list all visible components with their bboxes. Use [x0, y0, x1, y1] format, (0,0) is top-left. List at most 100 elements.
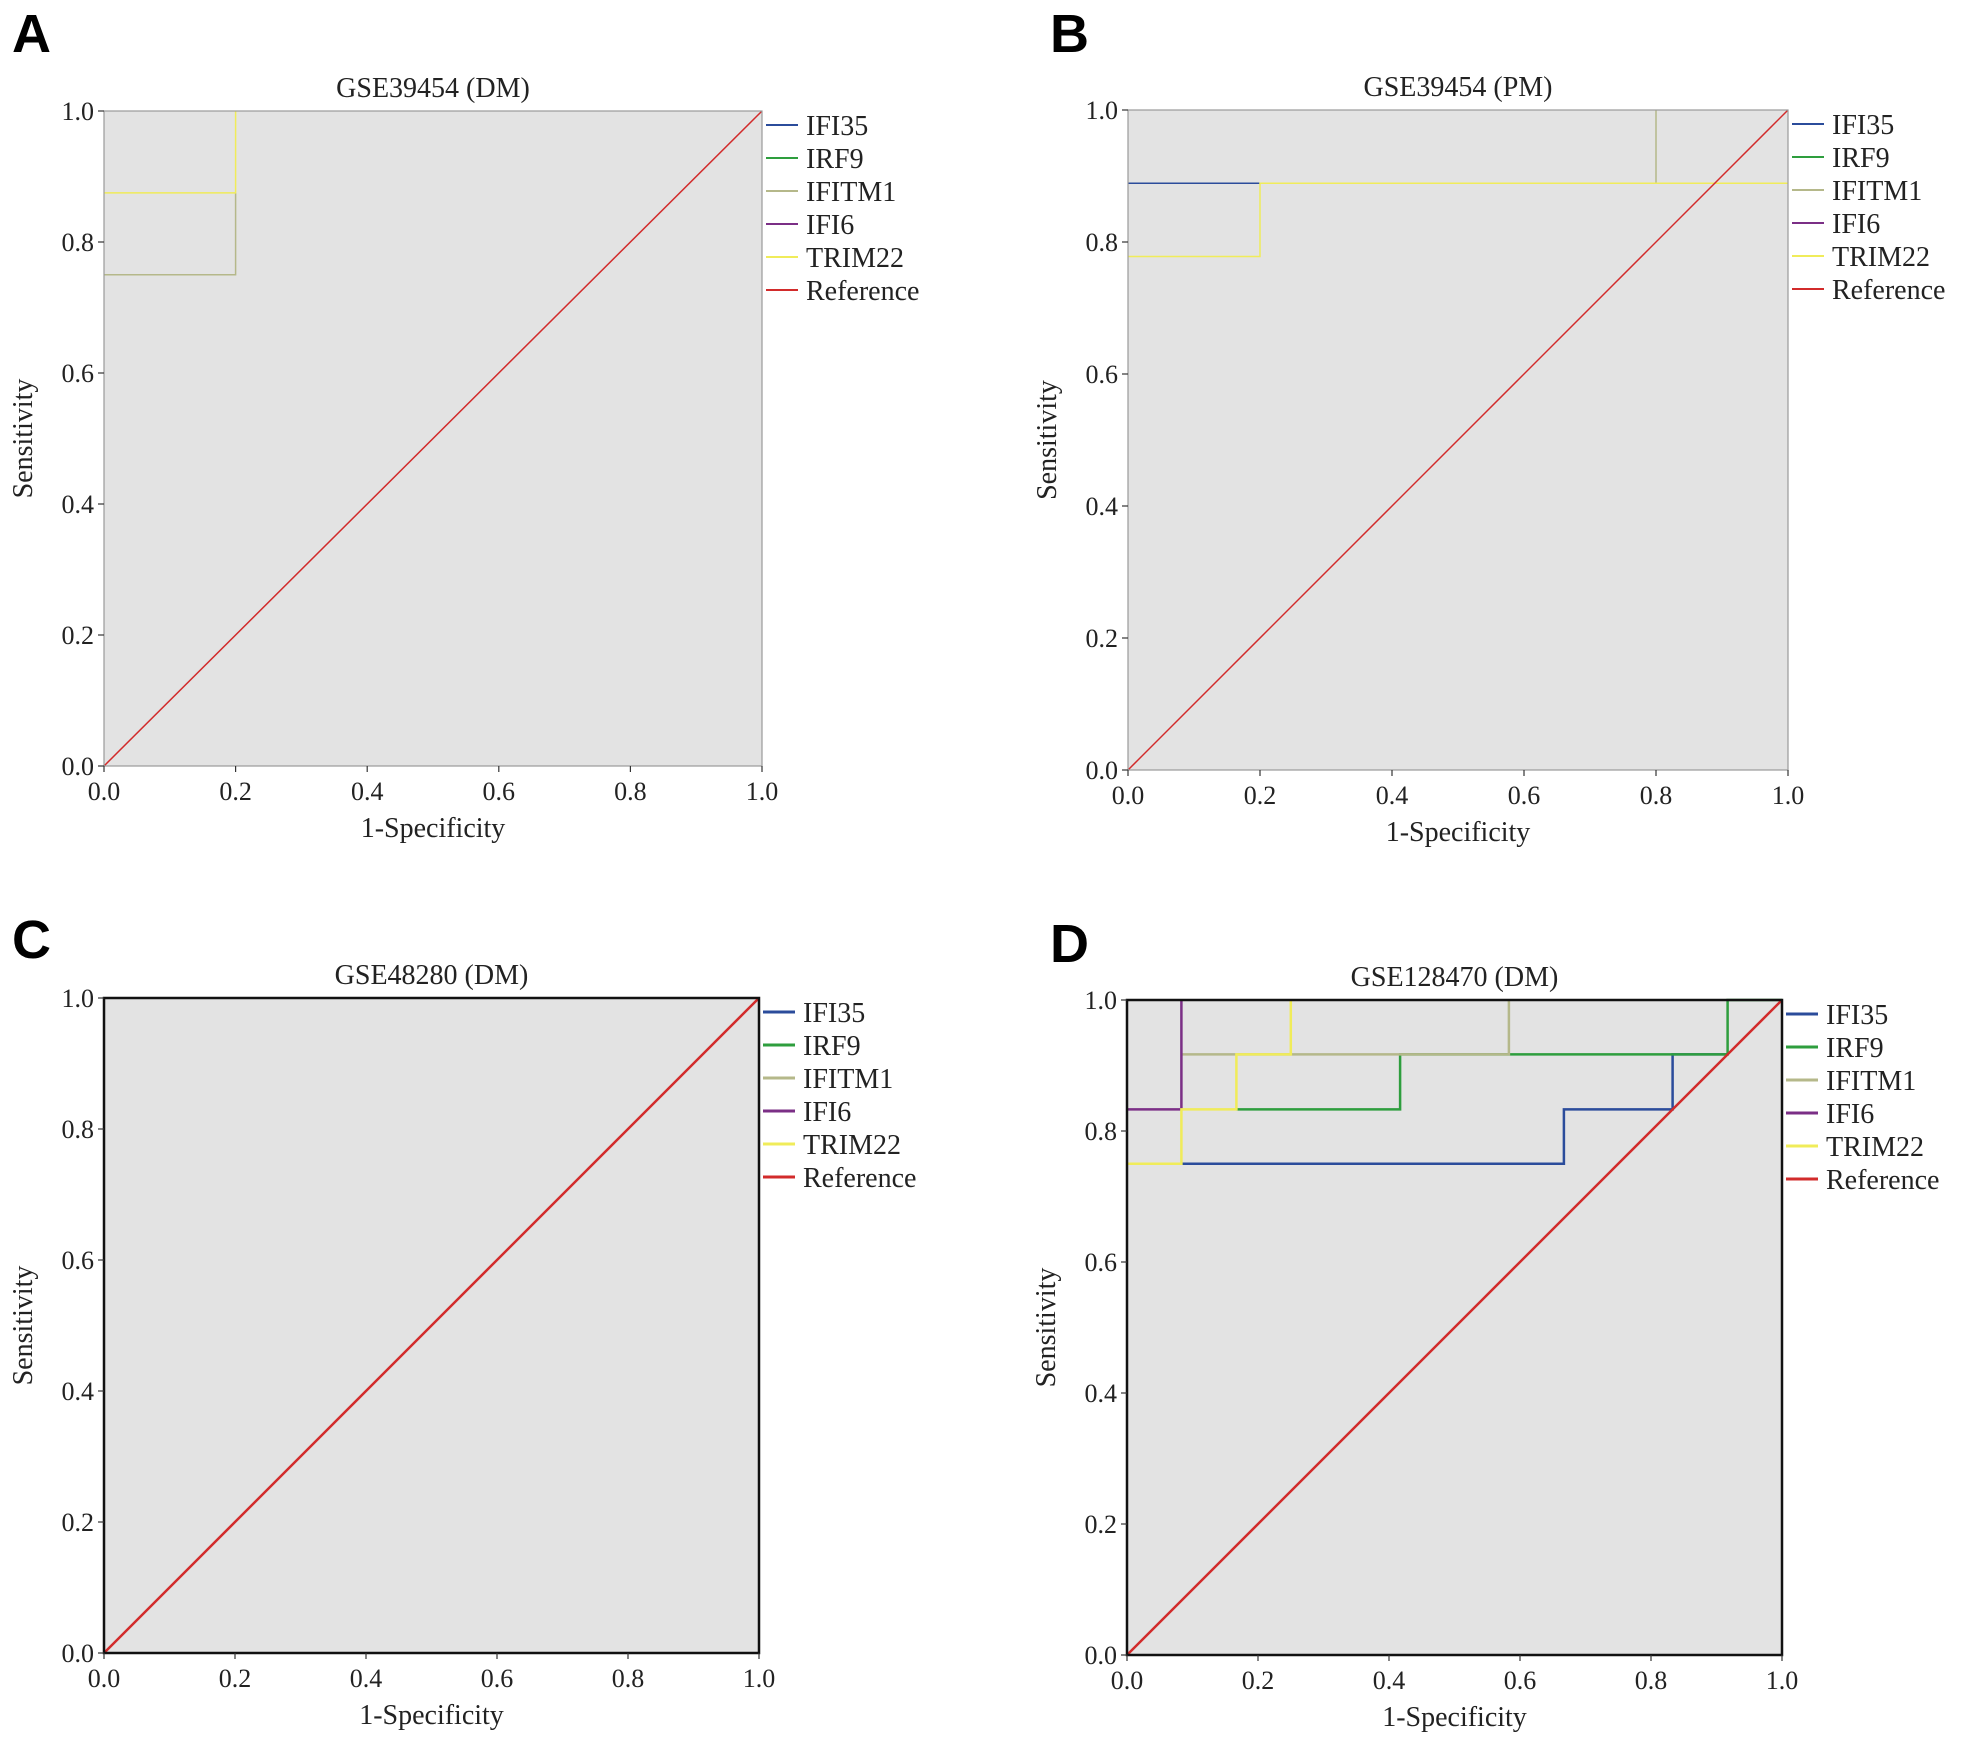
x-tick-label: 0.0 — [88, 777, 121, 806]
legend-entry: IFI35 — [1832, 110, 1894, 141]
chart-title: GSE48280 (DM) — [335, 960, 529, 991]
legend-entry: IFI35 — [1826, 1000, 1888, 1031]
y-tick-label: 0.0 — [1085, 1641, 1118, 1670]
x-tick-label: 0.4 — [1376, 781, 1409, 810]
x-tick-label: 0.2 — [219, 1664, 252, 1693]
legend-entry: IFI35 — [806, 111, 868, 142]
x-tick-label: 0.8 — [1635, 1666, 1668, 1695]
x-axis-label: 1-Specificity — [361, 813, 506, 844]
chart-title: GSE39454 (PM) — [1363, 72, 1552, 103]
series-line-trim22 — [1128, 182, 1788, 258]
plot-frame — [102, 996, 761, 1655]
y-tick-label: 0.6 — [1085, 1248, 1118, 1277]
panel-letter: A — [12, 4, 51, 64]
x-axis-label: 1-Specificity — [1382, 1702, 1527, 1733]
legend-entry: TRIM22 — [803, 1130, 901, 1161]
plot-frame — [103, 110, 763, 767]
x-axis-label: 1-Specificity — [1386, 817, 1531, 848]
x-tick-label: 0.2 — [1242, 1666, 1275, 1695]
x-tick-label: 0.6 — [481, 1664, 514, 1693]
chart-title: GSE128470 (DM) — [1351, 962, 1559, 993]
y-tick-label: 0.0 — [62, 1639, 95, 1668]
series-line-reference — [1126, 999, 1783, 1656]
x-tick-label: 0.6 — [1504, 1666, 1537, 1695]
series-line-reference — [103, 110, 763, 767]
legend-entry: TRIM22 — [1832, 242, 1930, 273]
panel-letter: D — [1050, 914, 1089, 974]
series-line-trim22 — [104, 111, 237, 194]
legend-entry: IFITM1 — [1832, 176, 1922, 207]
y-tick-label: 0.2 — [1086, 624, 1119, 653]
panel-letter: C — [12, 910, 51, 970]
y-tick-label: 0.2 — [62, 1508, 95, 1537]
y-axis-label: Sensitivity — [8, 379, 39, 499]
y-tick-label: 0.8 — [62, 228, 95, 257]
y-tick-label: 0.2 — [1085, 1510, 1118, 1539]
x-tick-label: 0.8 — [1640, 781, 1673, 810]
series-line-ifitm1 — [104, 192, 237, 276]
legend-entry: IFI35 — [803, 998, 865, 1029]
legend-entry: IFITM1 — [1826, 1066, 1916, 1097]
series-line-reference — [1127, 109, 1789, 771]
panel-b: B GSE39454 (PM) 0.0 0.2 0.4 0.6 0.8 1.0 0.0 0.2 0.… — [1032, 4, 1945, 848]
panel-d: D GSE128470 (DM) 0.0 0.2 0.4 0.6 0.8 1.0 0.0 0.2 0… — [1031, 914, 1939, 1733]
x-tick-label: 0.8 — [612, 1664, 645, 1693]
y-tick-label: 0.6 — [1086, 360, 1119, 389]
y-tick-label: 0.6 — [62, 1246, 95, 1275]
legend-entry: TRIM22 — [806, 243, 904, 274]
x-tick-label: 0.0 — [1112, 781, 1145, 810]
y-tick-label: 0.8 — [62, 1115, 95, 1144]
y-tick-label: 0.6 — [62, 359, 95, 388]
plot-frame — [1127, 109, 1789, 771]
y-tick-label: 0.8 — [1086, 228, 1119, 257]
legend-entry: IFI6 — [806, 210, 854, 241]
x-tick-label: 0.2 — [1244, 781, 1277, 810]
legend-entry: IRF9 — [1832, 143, 1890, 174]
x-tick-label: 0.2 — [219, 777, 252, 806]
y-axis-label: Sensitivity — [1032, 380, 1063, 500]
x-tick-label: 0.6 — [483, 777, 516, 806]
x-tick-label: 1.0 — [746, 777, 779, 806]
x-tick-label: 0.8 — [614, 777, 647, 806]
x-tick-label: 0.6 — [1508, 781, 1541, 810]
y-tick-label: 0.0 — [1086, 756, 1119, 785]
legend-entry: IRF9 — [803, 1031, 861, 1062]
x-tick-label: 0.4 — [351, 777, 384, 806]
y-tick-label: 1.0 — [1085, 986, 1118, 1015]
plot-frame — [1125, 998, 1784, 1657]
y-tick-label: 0.2 — [62, 621, 95, 650]
y-tick-label: 0.4 — [1086, 492, 1119, 521]
x-tick-label: 0.4 — [350, 1664, 383, 1693]
x-tick-label: 0.0 — [88, 1664, 121, 1693]
legend-entry: Reference — [803, 1163, 916, 1194]
legend-entry: IRF9 — [806, 144, 864, 175]
legend-entry: Reference — [1826, 1165, 1939, 1196]
legend-entry: Reference — [1832, 275, 1945, 306]
panel-c: C GSE48280 (DM) 0.0 0.2 0.4 0.6 0.8 1.0 0.0 0.2 0.… — [8, 910, 916, 1731]
series-line-reference — [103, 997, 760, 1654]
panel-a: A GSE39454 (DM) 0.0 0.2 0.4 0.6 0.8 1.0 0.0 0.2 0.… — [8, 4, 919, 844]
legend-entry: IFITM1 — [803, 1064, 893, 1095]
x-tick-label: 1.0 — [743, 1664, 776, 1693]
y-tick-label: 0.8 — [1085, 1117, 1118, 1146]
legend-entry: IFITM1 — [806, 177, 896, 208]
y-tick-label: 1.0 — [62, 984, 95, 1013]
y-axis-label: Sensitivity — [8, 1266, 39, 1386]
x-tick-label: 0.0 — [1111, 1666, 1144, 1695]
chart-title: GSE39454 (DM) — [336, 73, 530, 104]
x-axis-label: 1-Specificity — [359, 1700, 504, 1731]
x-tick-label: 0.4 — [1373, 1666, 1406, 1695]
x-tick-label: 1.0 — [1772, 781, 1805, 810]
legend-entry: TRIM22 — [1826, 1132, 1924, 1163]
legend-entry: IFI6 — [803, 1097, 851, 1128]
legend-entry: IFI6 — [1826, 1099, 1874, 1130]
y-tick-label: 0.4 — [1085, 1379, 1118, 1408]
x-tick-label: 1.0 — [1766, 1666, 1799, 1695]
y-tick-label: 0.0 — [62, 752, 95, 781]
series-line-trim22 — [1127, 1000, 1293, 1166]
legend-entry: Reference — [806, 276, 919, 307]
